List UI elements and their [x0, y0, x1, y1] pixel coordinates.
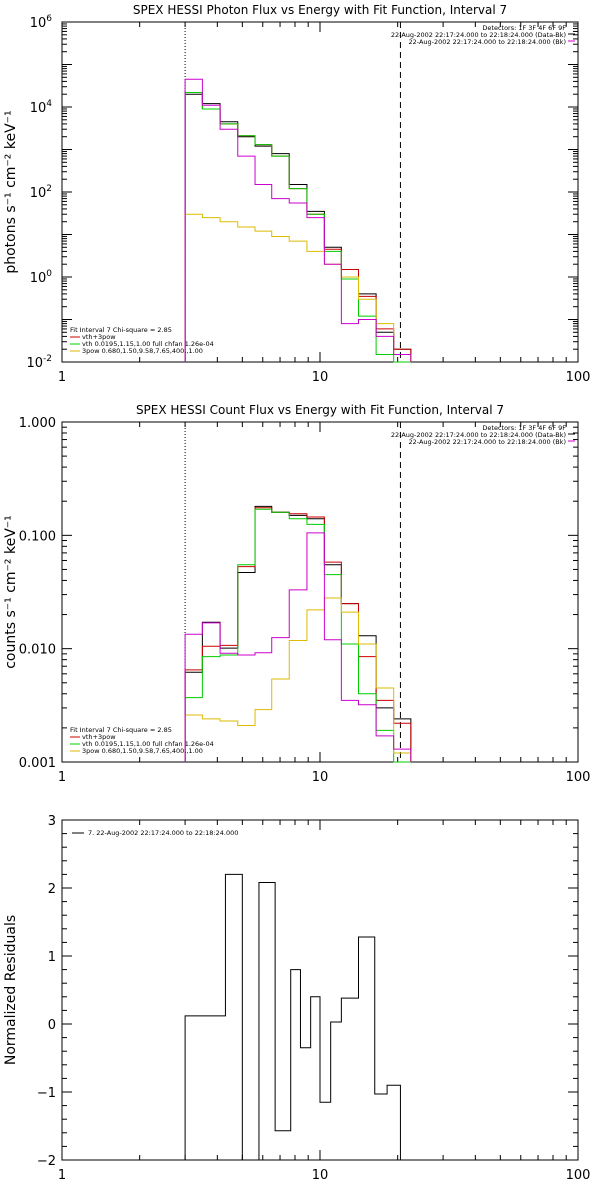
x-tick-label: 10 — [312, 370, 329, 385]
fit-text: vth+3pow — [82, 733, 116, 741]
y-tick-exp: 6 — [46, 14, 52, 24]
y-tick-label: 3 — [48, 814, 56, 829]
y-axis-label: counts s⁻¹ cm⁻² keV⁻¹ — [3, 515, 19, 669]
y-tick-label: 10-2 — [26, 354, 52, 371]
legend-text: 7. 22-Aug-2002 22:17:24.000 to 22:18:24.… — [88, 829, 238, 837]
y-tick-base: 10 — [30, 16, 47, 31]
x-tick-label: 1 — [58, 370, 66, 385]
y-axis-label: photons s⁻¹ cm⁻² keV⁻¹ — [3, 110, 19, 273]
plot-frame — [61, 421, 579, 763]
x-tick-label: 10 — [312, 770, 329, 785]
y-tick-exp: 2 — [46, 184, 52, 194]
y-tick-base: 10 — [30, 186, 47, 201]
header-text: 22-Aug-2002 22:17:24.000 to 22:18:24.000… — [391, 431, 566, 439]
series-vth+3pow — [184, 507, 412, 762]
x-tick-label: 100 — [566, 370, 591, 385]
y-tick-label: 106 — [30, 14, 53, 31]
x-tick-label: 100 — [566, 770, 591, 785]
y-tick-label: 102 — [30, 184, 52, 201]
y-tick-exp: 4 — [46, 99, 52, 109]
series-bk — [184, 78, 412, 362]
plot-frame — [61, 819, 579, 1161]
y-tick-label: −2 — [37, 1154, 56, 1169]
x-tick-label: 1 — [58, 770, 66, 785]
series-vth — [184, 91, 411, 363]
y-tick-base: 10 — [30, 101, 47, 116]
y-tick-exp: 0 — [46, 269, 52, 279]
y-tick-label: 0.010 — [19, 643, 56, 658]
plot-frame — [61, 21, 579, 363]
series-data — [184, 505, 412, 762]
panel-3: 1 10 100 −2 −1 0 1 2 3 Normalized Residuals 7. 22-… — [3, 814, 590, 1183]
fit-text: vth 0.0195,1.15,1.00 full chfan 1.26e-04 — [82, 740, 214, 748]
fit-text: 3pow 0.680,1.50,9.58,7.65,400.,1.00 — [82, 347, 203, 355]
x-tick-label: 1 — [58, 1168, 66, 1183]
series-3pow — [184, 597, 412, 762]
series-vth — [184, 508, 411, 763]
panel-2: SPEX HESSI Count Flux vs Energy with Fit… — [3, 403, 590, 785]
y-tick-label: −1 — [37, 1086, 56, 1101]
y-tick-label: 0.100 — [19, 529, 56, 544]
series-vth+3pow — [184, 91, 412, 362]
y-tick-label: 100 — [30, 269, 53, 286]
series-residuals — [184, 873, 401, 1161]
header-text: 22-Aug-2002 22:17:24.000 to 22:18:24.000… — [409, 438, 566, 446]
x-tick-label: 100 — [566, 1168, 591, 1183]
y-tick-exp: -2 — [43, 354, 52, 364]
fit-text: 3pow 0.680,1.50,9.58,7.65,400.,1.00 — [82, 747, 203, 755]
y-tick-label: 2 — [48, 882, 56, 897]
fit-text: Fit Interval 7 Chi-square = 2.85 — [70, 726, 172, 734]
fit-text: vth+3pow — [82, 333, 116, 341]
header-text: Detectors: 1F 3F 4F 6F 9F — [482, 424, 566, 432]
header-text: 22-Aug-2002 22:17:24.000 to 22:18:24.000… — [409, 38, 566, 46]
y-tick-label: 104 — [30, 99, 53, 116]
chart-title: SPEX HESSI Photon Flux vs Energy with Fi… — [133, 3, 507, 17]
y-tick-label: 0.001 — [19, 756, 56, 771]
header-text: 22-Aug-2002 22:17:24.000 to 22:18:24.000… — [391, 31, 566, 39]
y-tick-label: 1.000 — [19, 416, 56, 431]
y-tick-base: 10 — [30, 271, 47, 286]
y-tick-label: 0 — [48, 1018, 56, 1033]
series-bk — [184, 532, 412, 762]
y-tick-label: 1 — [48, 950, 56, 965]
fit-text: Fit Interval 7 Chi-square = 2.85 — [70, 326, 172, 334]
chart-title: SPEX HESSI Count Flux vs Energy with Fit… — [136, 403, 504, 417]
series-3pow — [184, 213, 412, 362]
panel-1: SPEX HESSI Photon Flux vs Energy with Fi… — [3, 3, 590, 385]
x-tick-label: 10 — [312, 1168, 329, 1183]
y-axis-label: Normalized Residuals — [3, 915, 19, 1065]
fit-text: vth 0.0195,1.15,1.00 full chfan 1.26e-04 — [82, 340, 214, 348]
header-text: Detectors: 1F 3F 4F 6F 9F — [482, 24, 566, 32]
y-tick-base: 10 — [26, 356, 43, 371]
series-data — [184, 93, 412, 362]
